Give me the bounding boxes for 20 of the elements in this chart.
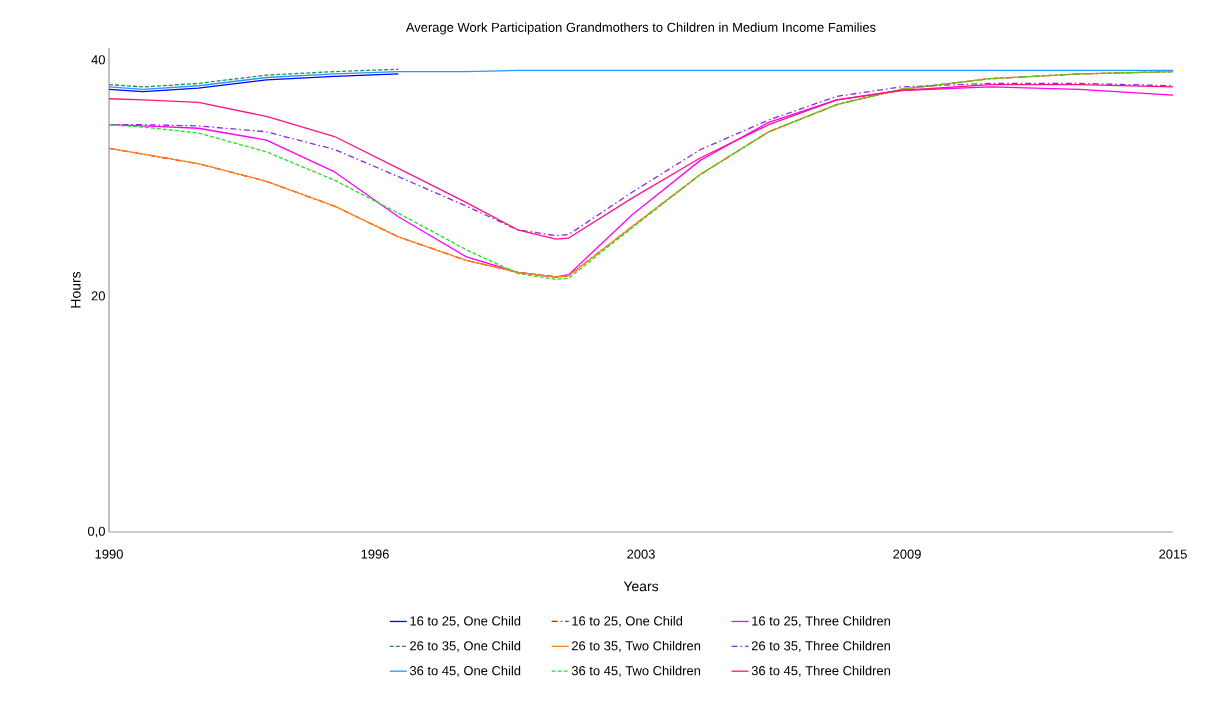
y-axis-title: Hours xyxy=(70,271,81,308)
legend-label: 16 to 25, One Child xyxy=(410,616,521,628)
chart-title: Average Work Participation Grandmothers to Children in Medium Income Families xyxy=(405,22,876,35)
x-tick-label: 2003 xyxy=(627,549,655,559)
legend-label: 16 to 25, One Child xyxy=(572,616,683,628)
legend-label: 26 to 35, Two Children xyxy=(571,640,701,652)
legend-label: 36 to 45, One Child xyxy=(409,665,521,677)
x-axis-title: Years xyxy=(623,581,659,592)
legend-label: 36 to 45, Three Children xyxy=(751,665,891,677)
y-tick-label: 20 xyxy=(91,291,105,301)
legend-label: 36 to 45, Two Children xyxy=(571,665,701,677)
legend-label: 26 to 35, Three Children xyxy=(751,640,891,652)
legend-label: 16 to 25, Three Children xyxy=(752,616,891,628)
x-tick-label: 2009 xyxy=(893,549,921,559)
y-tick-label: 0,0 xyxy=(87,526,105,538)
legend-label: 26 to 35, One Child xyxy=(410,640,521,652)
x-tick-label: 1996 xyxy=(361,549,389,559)
x-tick-label: 1990 xyxy=(95,549,123,559)
y-tick-label: 40 xyxy=(91,55,105,65)
x-tick-label: 2015 xyxy=(1159,549,1187,559)
